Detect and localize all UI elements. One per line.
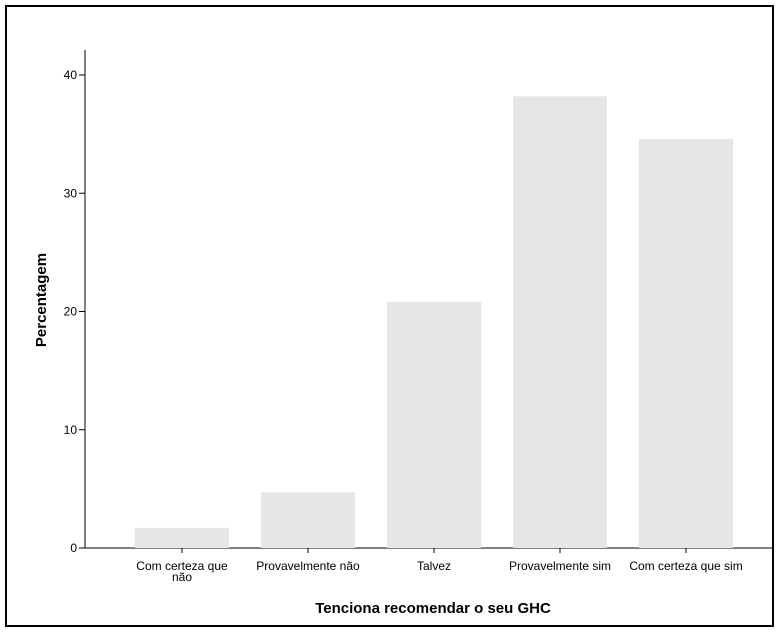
bar (135, 527, 229, 548)
y-tick-label: 20 (64, 305, 78, 319)
x-tick-label: Provavelmente não (256, 559, 360, 573)
y-tick-label: 0 (70, 541, 77, 555)
bar (513, 96, 607, 548)
y-axis-title: Percentagem (33, 253, 50, 347)
y-tick-label: 40 (64, 68, 78, 82)
bars (135, 96, 733, 549)
bar (261, 492, 355, 548)
x-tick-label: Talvez (417, 559, 451, 573)
x-axis-title: Tenciona recomendar o seu GHC (315, 600, 551, 617)
bar (387, 302, 481, 548)
y-tick-labels: 0 10 20 30 40 (64, 68, 85, 555)
x-tick-label: Com certeza que sim (629, 559, 742, 573)
x-tick-label: Com certeza que (136, 559, 228, 573)
y-tick-label: 10 (64, 423, 78, 437)
y-tick-label: 30 (64, 186, 78, 200)
bar (639, 138, 733, 549)
x-tick-label: não (172, 570, 192, 584)
x-tick-label: Provavelmente sim (509, 559, 611, 573)
